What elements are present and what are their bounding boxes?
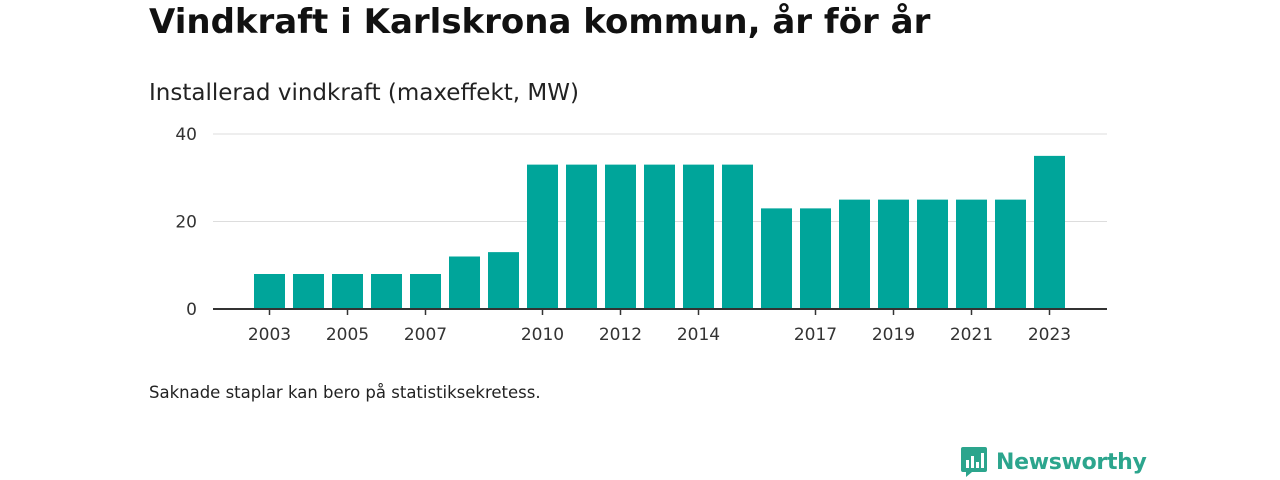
bar <box>332 274 363 309</box>
axes: 0 20 40 2003 2005 2007 2010 2012 2014 2017 2019 202… <box>175 125 1107 345</box>
bar <box>488 252 519 309</box>
bar <box>605 164 636 309</box>
bar <box>683 164 714 309</box>
bar <box>995 199 1026 309</box>
x-tick-label: 2017 <box>794 325 837 345</box>
bar <box>371 274 402 309</box>
x-tick-label: 2003 <box>248 325 291 345</box>
bar-chart: 0 20 40 2003 2005 2007 2010 2012 2014 2017 2019 202… <box>175 125 1107 345</box>
bar <box>761 208 792 309</box>
chart-subtitle: Installerad vindkraft (maxeffekt, MW) <box>149 80 579 106</box>
x-tick-label: 2019 <box>872 325 915 345</box>
bar <box>410 274 441 309</box>
y-tick-label: 40 <box>175 125 197 145</box>
chart-title: Vindkraft i Karlskrona kommun, år för år <box>149 2 931 42</box>
bar <box>527 164 558 309</box>
bar <box>1034 155 1065 309</box>
x-tick-label: 2021 <box>950 325 993 345</box>
bar <box>293 274 324 309</box>
x-tick-label: 2007 <box>404 325 447 345</box>
brand-logo: Newsworthy <box>960 446 1147 478</box>
bars <box>254 155 1065 309</box>
bar <box>566 164 597 309</box>
bar <box>917 199 948 309</box>
brand-name: Newsworthy <box>996 449 1147 475</box>
footnote: Saknade staplar kan bero på statistiksek… <box>149 383 541 402</box>
x-tick-label: 2012 <box>599 325 642 345</box>
bar <box>449 256 480 309</box>
y-tick-label: 0 <box>186 300 197 320</box>
x-tick-label: 2005 <box>326 325 369 345</box>
bar <box>722 164 753 309</box>
bar <box>839 199 870 309</box>
newsworthy-logo-icon <box>961 447 987 477</box>
bar <box>956 199 987 309</box>
bar <box>878 199 909 309</box>
x-tick-label: 2014 <box>677 325 720 345</box>
bar <box>644 164 675 309</box>
y-tick-label: 20 <box>175 213 197 233</box>
bar <box>254 274 285 309</box>
bar <box>800 208 831 309</box>
x-tick-label: 2010 <box>521 325 564 345</box>
x-tick-label: 2023 <box>1028 325 1071 345</box>
